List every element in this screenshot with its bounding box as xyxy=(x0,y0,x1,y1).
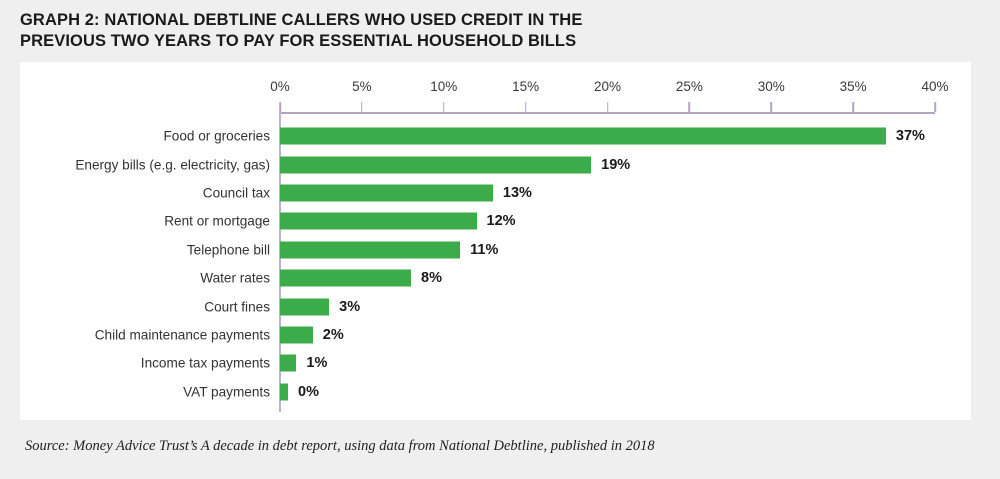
bar xyxy=(280,156,592,174)
category-label-container: Food or groceries xyxy=(20,122,280,150)
bar-row: Income tax payments 1% xyxy=(20,349,971,377)
category-label: Food or groceries xyxy=(163,128,270,144)
bar-value-label: 1% xyxy=(306,355,328,372)
bar-value-label: 0% xyxy=(298,383,319,400)
category-label-container: Rent or mortgage xyxy=(20,207,280,235)
chart-card: 0% 5% 10% 15% 20% 25% 30% 35% 40% Food or grocer… xyxy=(20,62,971,420)
category-label: Council tax xyxy=(202,185,270,201)
bar xyxy=(280,298,330,316)
category-label: Income tax payments xyxy=(140,355,270,371)
bar-value-label: 3% xyxy=(339,298,361,315)
axis-line xyxy=(280,112,935,114)
bar-row: Council tax 13% xyxy=(20,179,971,207)
bar xyxy=(280,127,886,145)
bar-row: Telephone bill 11% xyxy=(20,236,971,264)
axis-baseline xyxy=(279,112,281,412)
axis-tick-label: 25% xyxy=(675,79,703,94)
category-label-container: Court fines xyxy=(20,292,280,320)
axis-tick-label: 10% xyxy=(430,79,458,94)
bar xyxy=(280,383,288,401)
chart-plot-area: Food or groceries 37% Energy bills (e.g. e… xyxy=(20,122,971,420)
axis-tick-mark xyxy=(361,102,363,112)
category-label-container: Energy bills (e.g. electricity, gas) xyxy=(20,150,280,178)
bar-value-label: 37% xyxy=(895,128,925,145)
bar-value-label: 12% xyxy=(486,213,516,230)
bar-value-label: 19% xyxy=(601,156,631,173)
axis-tick-mark xyxy=(606,102,609,112)
chart-x-axis: 0% 5% 10% 15% 20% 25% 30% 35% 40% xyxy=(20,62,971,412)
category-label: Water rates xyxy=(200,270,270,286)
axis-tick-mark xyxy=(524,102,527,112)
bar xyxy=(280,326,313,344)
category-label: Energy bills (e.g. electricity, gas) xyxy=(75,157,270,173)
page-title: GRAPH 2: NATIONAL DEBTLINE CALLERS WHO U… xyxy=(20,11,583,50)
bar-value-label: 13% xyxy=(502,184,532,201)
bar xyxy=(280,269,411,287)
axis-tick-label: 5% xyxy=(352,79,372,94)
axis-tick-mark xyxy=(934,102,936,112)
axis-tick-label: 0% xyxy=(270,79,290,94)
category-label: VAT payments xyxy=(183,384,270,400)
axis-tick-label: 40% xyxy=(921,79,949,94)
bar-value-label: 2% xyxy=(322,326,344,343)
category-label: Rent or mortgage xyxy=(164,213,270,229)
bar-value-label: 8% xyxy=(421,270,442,287)
category-label-container: Water rates xyxy=(20,264,280,292)
bar xyxy=(280,241,461,259)
axis-tick-mark xyxy=(770,102,773,112)
category-label: Telephone bill xyxy=(186,242,270,258)
axis-tick-label: 15% xyxy=(512,79,540,94)
category-label-container: Telephone bill xyxy=(20,236,280,264)
category-label: Child maintenance payments xyxy=(94,327,270,343)
source-note: Source: Money Advice Trust’s A decade in… xyxy=(25,438,655,454)
axis-tick-mark xyxy=(688,102,691,112)
bar-row: Food or groceries 37% xyxy=(20,122,971,150)
category-label-container: Council tax xyxy=(20,179,280,207)
bar-row: Rent or mortgage 12% xyxy=(20,207,971,235)
bar-row: Child maintenance payments 2% xyxy=(20,321,971,349)
axis-tick-label: 20% xyxy=(593,79,622,94)
category-label-container: Child maintenance payments xyxy=(20,321,280,349)
bar-row: Court fines 3% xyxy=(20,292,971,320)
category-label-container: VAT payments xyxy=(20,378,280,406)
bar-row: Water rates 8% xyxy=(20,264,971,292)
axis-tick-mark xyxy=(279,102,281,112)
bar xyxy=(280,212,477,230)
category-label: Court fines xyxy=(204,299,270,315)
bar-row: VAT payments 0% xyxy=(20,378,971,406)
bar xyxy=(280,354,297,372)
axis-tick-label: 35% xyxy=(839,79,867,94)
axis-tick-label: 30% xyxy=(757,79,785,94)
bar xyxy=(280,184,493,202)
axis-tick-mark xyxy=(442,102,445,112)
category-label-container: Income tax payments xyxy=(20,349,280,377)
axis-tick-mark xyxy=(852,102,854,112)
bar-row: Energy bills (e.g. electricity, gas) 19% xyxy=(20,150,971,178)
bar-value-label: 11% xyxy=(470,241,499,258)
